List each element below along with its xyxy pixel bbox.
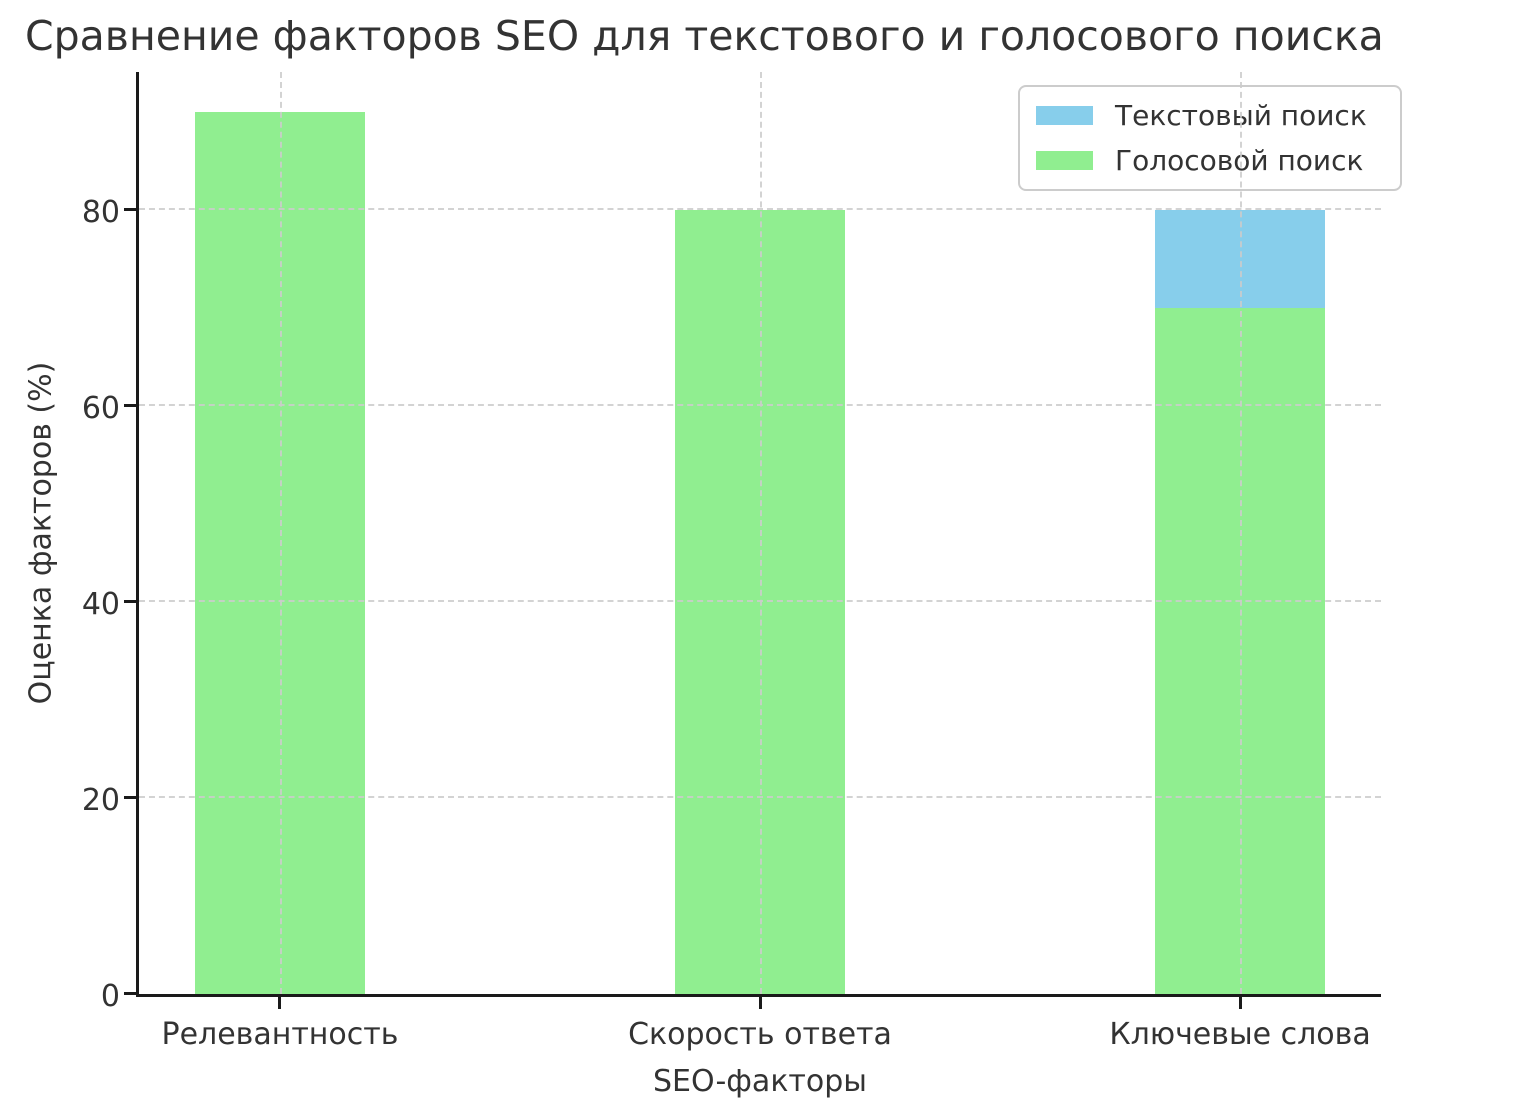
ytick-mark-80 bbox=[124, 208, 136, 212]
xtick-mark-1 bbox=[758, 997, 762, 1009]
legend-item-voice-search: Голосовой поиск bbox=[1036, 144, 1384, 177]
gridline-y-60 bbox=[139, 404, 1381, 407]
legend-label-voice-search: Голосовой поиск bbox=[1115, 144, 1364, 177]
legend: Текстовый поиск Голосовой поиск bbox=[1018, 85, 1402, 191]
xtick-label-2: Ключевые слова bbox=[1109, 1017, 1371, 1052]
voice-search-swatch-icon bbox=[1036, 151, 1093, 170]
ytick-mark-0 bbox=[124, 992, 136, 995]
gridline-x-0 bbox=[279, 72, 282, 994]
gridline-y-80 bbox=[139, 208, 1381, 211]
xtick-mark-2 bbox=[1238, 997, 1242, 1009]
ytick-label-60: 60 bbox=[81, 391, 120, 427]
ytick-label-0: 0 bbox=[100, 979, 120, 1014]
xtick-label-0: Релевантность bbox=[161, 1017, 399, 1052]
ytick-mark-60 bbox=[124, 404, 136, 408]
xtick-mark-0 bbox=[278, 997, 282, 1009]
ytick-mark-20 bbox=[124, 796, 136, 800]
gridline-x-2 bbox=[1240, 72, 1243, 994]
ytick-label-40: 40 bbox=[81, 587, 120, 623]
chart-title: Сравнение факторов SEO для текстового и … bbox=[25, 12, 1384, 60]
xtick-label-1: Скорость ответа bbox=[628, 1017, 892, 1052]
legend-item-text-search: Текстовый поиск bbox=[1036, 99, 1384, 132]
text-search-swatch-icon bbox=[1036, 106, 1093, 125]
gridline-x-1 bbox=[760, 72, 762, 994]
ytick-label-20: 20 bbox=[81, 783, 120, 819]
gridline-y-20 bbox=[139, 796, 1381, 799]
x-axis-label: SEO-факторы bbox=[653, 1064, 867, 1099]
ytick-mark-40 bbox=[124, 600, 136, 604]
ytick-label-80: 80 bbox=[81, 195, 120, 231]
gridline-y-40 bbox=[139, 600, 1381, 603]
plot-area: Оценка факторов (%) Текстовый поиск Голо… bbox=[24, 72, 1402, 1099]
